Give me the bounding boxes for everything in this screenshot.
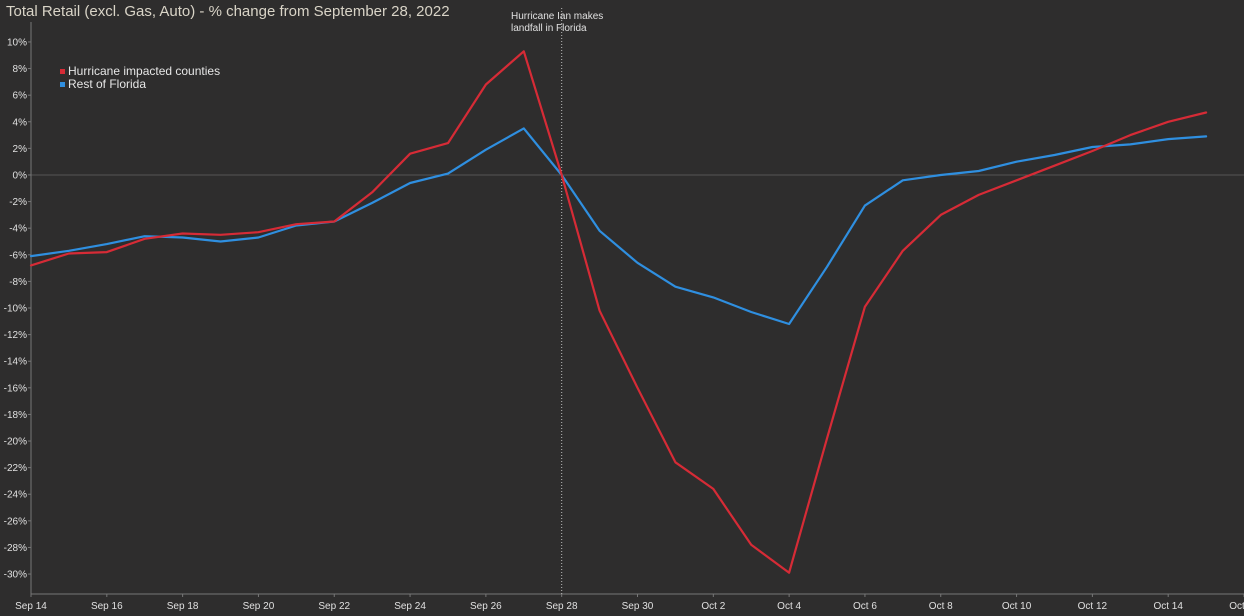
- legend: Hurricane impacted counties Rest of Flor…: [60, 65, 220, 91]
- x-tick-label: Oct 12: [1078, 601, 1108, 612]
- y-tick-label: 8%: [13, 64, 28, 75]
- y-tick-label: -24%: [4, 490, 27, 501]
- legend-swatch-rest: [60, 82, 65, 87]
- x-tick-label: Sep 14: [15, 601, 47, 612]
- legend-label-hurricane: Hurricane impacted counties: [68, 64, 221, 78]
- series-line-hurricane-impacted: [29, 50, 1208, 574]
- x-tick-label: Oct 2: [701, 601, 725, 612]
- y-tick-label: -6%: [9, 250, 27, 261]
- y-tick-label: -28%: [4, 543, 27, 554]
- x-tick-label: Oct 16: [1229, 601, 1244, 612]
- annotation-line-1: Hurricane Ian makes: [511, 11, 603, 22]
- legend-swatch-hurricane: [60, 69, 65, 74]
- x-tick-label: Sep 24: [394, 601, 426, 612]
- y-tick-label: 4%: [13, 117, 28, 128]
- y-tick-label: -10%: [4, 304, 27, 315]
- y-tick-label: 6%: [13, 91, 28, 102]
- y-tick-label: 0%: [13, 170, 28, 181]
- legend-label-rest: Rest of Florida: [68, 77, 147, 91]
- x-tick-label: Sep 28: [546, 601, 578, 612]
- y-tick-label: -26%: [4, 516, 27, 527]
- y-tick-label: 2%: [13, 144, 28, 155]
- y-tick-label: -18%: [4, 410, 27, 421]
- x-tick-label: Oct 6: [853, 601, 877, 612]
- x-tick-label: Sep 26: [470, 601, 502, 612]
- x-tick-label: Oct 8: [929, 601, 953, 612]
- y-tick-label: -4%: [9, 224, 27, 235]
- y-tick-label: -16%: [4, 383, 27, 394]
- y-tick-label: -20%: [4, 437, 27, 448]
- legend-item-hurricane[interactable]: Hurricane impacted counties: [60, 65, 220, 78]
- chart-title: Total Retail (excl. Gas, Auto) - % chang…: [6, 3, 450, 20]
- y-tick-label: -2%: [9, 197, 27, 208]
- y-tick-label: -12%: [4, 330, 27, 341]
- y-tick-label: 10%: [7, 37, 27, 48]
- x-tick-label: Sep 16: [91, 601, 123, 612]
- legend-item-rest[interactable]: Rest of Florida: [60, 78, 220, 91]
- series-line-rest-of-florida: [29, 127, 1208, 326]
- x-tick-label: Oct 14: [1153, 601, 1183, 612]
- y-tick-label: -8%: [9, 277, 27, 288]
- x-tick-label: Oct 10: [1002, 601, 1032, 612]
- y-tick-label: -14%: [4, 357, 27, 368]
- x-tick-label: Sep 30: [622, 601, 654, 612]
- x-tick-label: Sep 20: [243, 601, 275, 612]
- y-tick-label: -30%: [4, 570, 27, 581]
- x-tick-label: Oct 4: [777, 601, 801, 612]
- x-tick-label: Sep 18: [167, 601, 199, 612]
- annotation-line-2: landfall in Florida: [511, 23, 587, 34]
- y-tick-label: -22%: [4, 463, 27, 474]
- x-tick-label: Sep 22: [318, 601, 350, 612]
